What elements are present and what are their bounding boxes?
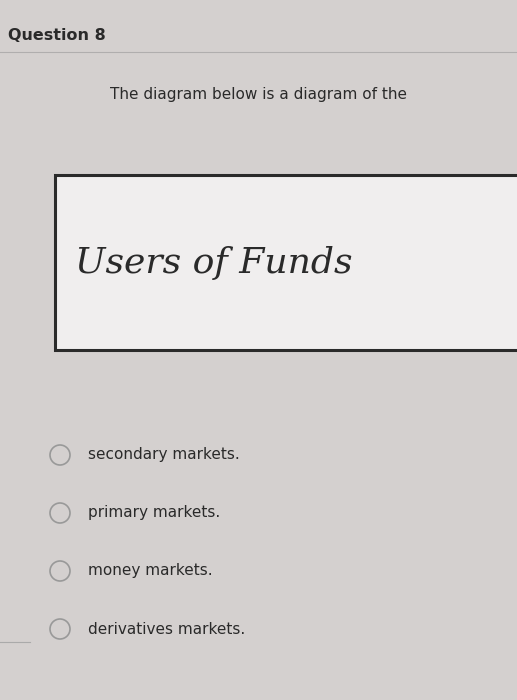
Text: Users of Funds: Users of Funds xyxy=(75,246,353,279)
Text: Question 8: Question 8 xyxy=(8,27,106,43)
Text: The diagram below is a diagram of the: The diagram below is a diagram of the xyxy=(110,88,407,102)
Text: derivatives markets.: derivatives markets. xyxy=(88,622,245,636)
Text: primary markets.: primary markets. xyxy=(88,505,220,521)
FancyBboxPatch shape xyxy=(55,175,517,350)
Text: money markets.: money markets. xyxy=(88,564,212,578)
Text: secondary markets.: secondary markets. xyxy=(88,447,240,463)
